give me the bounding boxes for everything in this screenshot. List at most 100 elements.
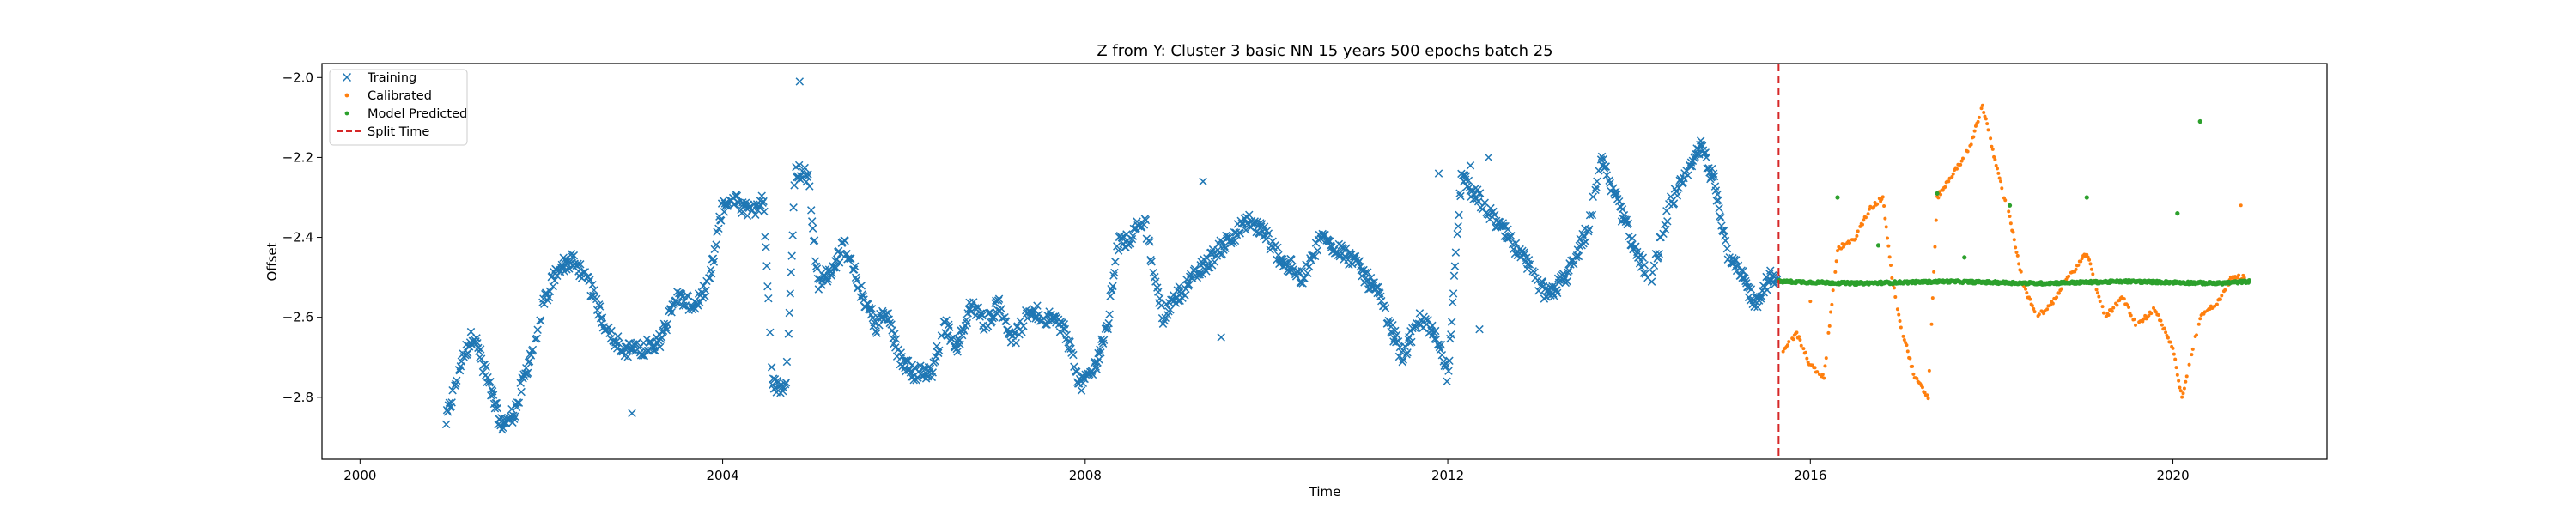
data-point bbox=[1829, 310, 1833, 314]
data-point bbox=[795, 77, 805, 86]
chart-title: Z from Y: Cluster 3 basic NN 15 years 50… bbox=[1097, 42, 1552, 60]
data-point bbox=[1113, 242, 1121, 251]
data-point bbox=[1813, 366, 1817, 370]
data-point bbox=[2172, 352, 2176, 356]
data-point bbox=[997, 304, 1006, 313]
data-point bbox=[705, 274, 714, 282]
data-point bbox=[928, 368, 937, 377]
data-point bbox=[1599, 154, 1608, 164]
data-point bbox=[1174, 296, 1182, 306]
data-point bbox=[1364, 268, 1372, 276]
data-point bbox=[786, 289, 794, 298]
data-point bbox=[1398, 357, 1407, 367]
data-point bbox=[2213, 304, 2217, 308]
data-point bbox=[1823, 364, 1827, 368]
legend-item: Model Predicted bbox=[344, 107, 467, 121]
data-point bbox=[1923, 391, 1927, 395]
data-point bbox=[1673, 191, 1682, 200]
data-point bbox=[723, 202, 732, 210]
data-point bbox=[2032, 310, 2037, 314]
data-point bbox=[857, 282, 866, 290]
data-point bbox=[808, 224, 817, 233]
data-point bbox=[590, 286, 598, 294]
data-point bbox=[787, 268, 795, 276]
data-point bbox=[851, 273, 860, 282]
data-point bbox=[2181, 391, 2185, 396]
data-point bbox=[1994, 163, 1998, 167]
data-point bbox=[1181, 291, 1189, 300]
data-point bbox=[2184, 379, 2188, 384]
data-point bbox=[850, 262, 860, 270]
data-point bbox=[1424, 315, 1432, 324]
data-point bbox=[1437, 340, 1446, 349]
data-point bbox=[1709, 169, 1718, 179]
data-point bbox=[1858, 224, 1862, 228]
data-point bbox=[1781, 349, 1785, 354]
data-point bbox=[574, 259, 582, 269]
data-point bbox=[1273, 243, 1282, 252]
data-point bbox=[1377, 296, 1386, 306]
data-point bbox=[2011, 230, 2015, 234]
data-point bbox=[716, 216, 726, 225]
data-point bbox=[1649, 261, 1659, 270]
series-model-predicted bbox=[1776, 118, 2251, 288]
data-point bbox=[2149, 312, 2154, 316]
data-point bbox=[1012, 338, 1020, 348]
data-point bbox=[810, 236, 819, 245]
data-point bbox=[592, 294, 601, 304]
data-point bbox=[2037, 312, 2041, 317]
data-point bbox=[1741, 276, 1750, 286]
data-point bbox=[2173, 357, 2178, 361]
data-point bbox=[550, 276, 559, 285]
data-point bbox=[1447, 330, 1455, 339]
data-point bbox=[1450, 262, 1460, 270]
data-point bbox=[1434, 340, 1443, 349]
data-point bbox=[762, 262, 771, 270]
data-point bbox=[1804, 350, 1808, 354]
data-point bbox=[1109, 271, 1118, 280]
data-point bbox=[1830, 302, 1834, 306]
data-point bbox=[447, 398, 456, 407]
data-point bbox=[1589, 192, 1598, 202]
data-point bbox=[2210, 306, 2215, 311]
data-point bbox=[1444, 367, 1453, 375]
data-point bbox=[483, 373, 492, 382]
data-point bbox=[2159, 318, 2163, 323]
data-point bbox=[2147, 313, 2151, 318]
data-point bbox=[782, 357, 792, 367]
data-point bbox=[769, 374, 778, 383]
data-point bbox=[2076, 263, 2081, 267]
data-point bbox=[1455, 210, 1463, 220]
data-point bbox=[498, 425, 507, 434]
data-point bbox=[2008, 221, 2013, 226]
data-point bbox=[872, 327, 880, 336]
data-point bbox=[1920, 385, 1924, 390]
data-point bbox=[759, 197, 768, 206]
data-point bbox=[1011, 328, 1019, 337]
data-point bbox=[974, 303, 983, 312]
data-point bbox=[531, 335, 539, 343]
data-point bbox=[2012, 238, 2016, 242]
data-point bbox=[1612, 187, 1620, 197]
data-point bbox=[712, 240, 720, 249]
data-point bbox=[647, 337, 655, 346]
data-point bbox=[1383, 318, 1393, 328]
data-point bbox=[1475, 324, 1484, 334]
data-point bbox=[1656, 233, 1665, 242]
data-point bbox=[1785, 343, 1789, 348]
data-point bbox=[888, 326, 896, 335]
data-point bbox=[1908, 356, 1912, 360]
data-point bbox=[978, 311, 987, 320]
data-point bbox=[1442, 362, 1450, 371]
data-point bbox=[1882, 203, 1886, 208]
legend-marker bbox=[344, 93, 349, 98]
data-point bbox=[1669, 199, 1679, 208]
data-point bbox=[2198, 317, 2202, 321]
data-point bbox=[586, 275, 594, 284]
data-point bbox=[487, 385, 496, 394]
data-point bbox=[545, 287, 555, 296]
data-point bbox=[1504, 225, 1512, 234]
data-point bbox=[1899, 325, 1903, 330]
legend-box bbox=[329, 69, 468, 146]
data-point bbox=[533, 325, 542, 335]
